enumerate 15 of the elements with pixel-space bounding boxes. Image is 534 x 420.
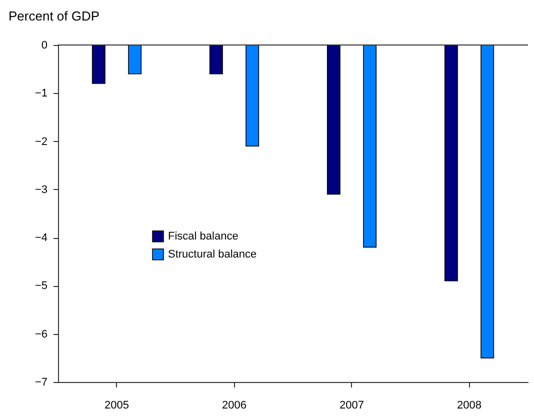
y-tick-label: −7: [34, 376, 48, 388]
x-tick-label: 2006: [222, 400, 246, 412]
y-tick-label: −5: [34, 280, 48, 292]
y-tick-label: −2: [34, 136, 48, 148]
y-axis-title: Percent of GDP: [8, 8, 100, 24]
legend-label: Structural balance: [168, 248, 257, 260]
y-tick-label: −6: [34, 328, 48, 340]
legend-label: Fiscal balance: [168, 230, 238, 242]
y-tick-label: −3: [34, 184, 48, 196]
x-tick-label: 2008: [457, 400, 482, 412]
y-tick-label: −4: [34, 232, 48, 244]
x-tick-label: 2007: [340, 400, 364, 412]
y-tick-label: −1: [34, 88, 48, 100]
y-tick-label: 0: [41, 40, 48, 52]
x-tick-label: 2005: [104, 400, 129, 412]
